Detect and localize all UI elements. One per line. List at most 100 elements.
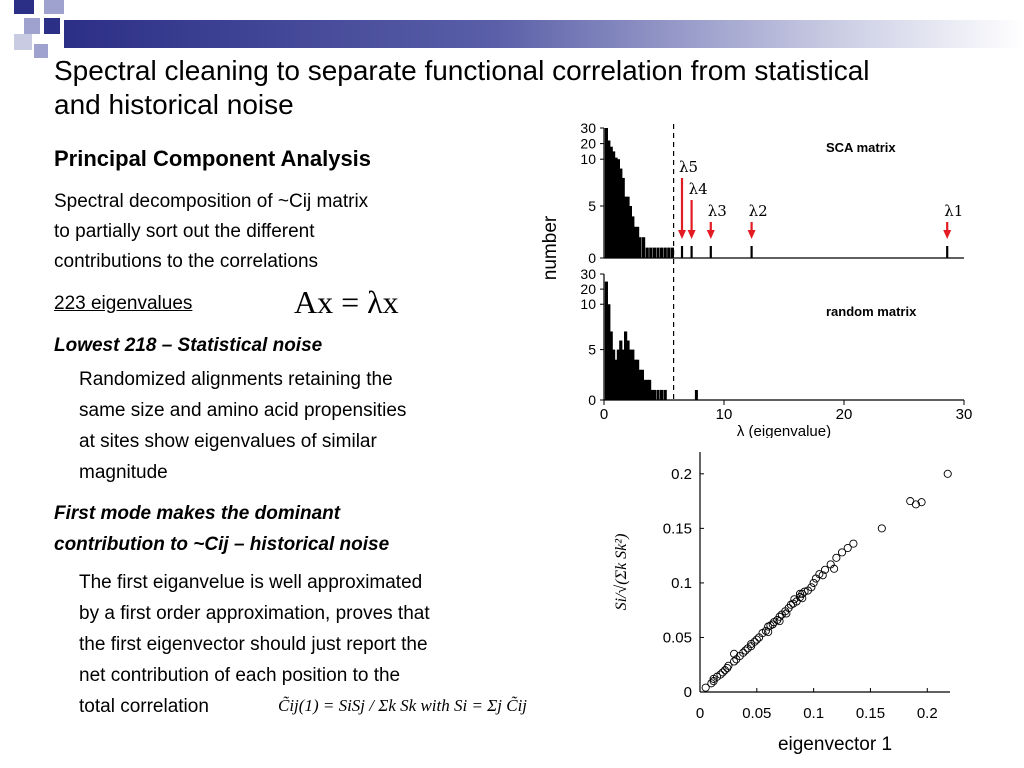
eigenvalue-label: λ4	[689, 180, 708, 198]
y-tick-label: 30	[580, 266, 596, 282]
scatter-point	[741, 646, 750, 655]
x-axis-label: eigenvector 1	[778, 734, 892, 755]
paragraph-line: The first eiganvelue is well approximate…	[79, 572, 423, 593]
scatter-point	[911, 500, 920, 509]
scatter-point	[818, 571, 827, 580]
histogram-bar	[640, 369, 644, 400]
scatter-point	[809, 578, 818, 587]
scatter-point	[830, 564, 839, 573]
histogram-bar	[609, 146, 613, 258]
y-tick-label: 0.2	[671, 466, 692, 483]
histogram-bar	[652, 247, 656, 258]
eigenvector-scatter: 0 0.05 0.1 0.15 0.2 0 0.05 0.1 0.15 0.2 eigenvecto…	[613, 452, 952, 755]
histogram-bar	[645, 247, 649, 258]
histogram-bar	[621, 349, 625, 400]
eigenvalue-label: λ2	[749, 202, 768, 220]
scatter-point	[723, 663, 732, 673]
histogram-bar	[628, 349, 632, 400]
histogram-bar	[633, 359, 637, 400]
paragraph-line: to partially sort out the different	[54, 221, 315, 242]
y-tick-label: 0	[588, 392, 596, 408]
scatter-point	[775, 617, 784, 626]
approximation-equation: C̃ij(1) = SiSj / Σk Sk with Si = Σj C̃ij	[278, 696, 528, 715]
y-tick-label: 10	[580, 296, 596, 312]
y-tick-label: 30	[580, 120, 596, 136]
eigenvalue-arrowhead	[943, 230, 952, 239]
scatter-point	[724, 661, 733, 670]
scatter-point	[849, 539, 858, 548]
scatter-point	[815, 570, 824, 579]
deco-square	[44, 0, 64, 14]
scatter-point	[701, 683, 710, 692]
eigenvalue-arrowhead	[687, 230, 696, 239]
deco-square	[14, 0, 34, 14]
scatter-point	[877, 524, 886, 533]
histogram-bar	[648, 379, 652, 400]
scatter-point	[795, 589, 805, 598]
scatter-point	[837, 548, 847, 557]
histogram-bar	[636, 359, 640, 400]
histogram-bar	[667, 247, 671, 258]
paragraph-line: at sites show eigenvalues of similar	[79, 431, 377, 452]
y-tick-label: 0	[588, 250, 596, 266]
x-tick-label: 10	[716, 406, 733, 423]
histogram-bar	[642, 237, 646, 258]
x-tick-label: 0.2	[917, 705, 938, 722]
eigenvalue-arrowhead	[747, 230, 756, 239]
y-tick-label: 5	[588, 198, 596, 214]
histogram-bar	[614, 157, 618, 258]
y-tick-label: 0.05	[663, 629, 692, 646]
scatter-point	[790, 595, 799, 604]
x-axis-label: λ (eigenvalue)	[737, 423, 831, 438]
scatter-point	[820, 565, 830, 574]
y-tick-label: 0.15	[663, 520, 692, 537]
histogram-bar	[626, 340, 630, 400]
histogram-bar	[619, 340, 623, 400]
scatter-point	[718, 668, 727, 677]
histogram-bar	[656, 247, 660, 258]
histogram-bar	[645, 379, 649, 400]
scatter-point	[764, 627, 773, 637]
paragraph-line: magnitude	[79, 462, 168, 483]
section-heading: Principal Component Analysis	[54, 146, 372, 171]
scatter-point	[716, 670, 725, 679]
x-tick-label: 0.15	[856, 705, 885, 722]
y-tick-label: 5	[588, 342, 596, 358]
histogram-bar	[643, 379, 647, 400]
scatter-point	[832, 553, 841, 562]
noise-heading: Lowest 218 – Statistical noise	[54, 335, 323, 356]
histogram-bar	[663, 247, 667, 258]
histogram-bar	[660, 247, 664, 258]
histogram-bar	[649, 247, 653, 258]
scatter-point	[807, 583, 816, 592]
paragraph-line: Spectral decomposition of ~Cij matrix	[54, 191, 369, 212]
slide-title: Spectral cleaning to separate functional…	[54, 55, 870, 120]
histogram-bar	[619, 168, 623, 258]
x-tick-label: 0.05	[742, 705, 771, 722]
eigenvalue-count: 223 eigenvalues	[54, 293, 193, 314]
histogram-bar	[663, 389, 667, 400]
scatter-point	[782, 609, 791, 618]
paragraph-line: net contribution of each position to the	[79, 665, 401, 686]
scatter-point	[707, 679, 716, 688]
y-axis-label: Si/√(Σk Sk²)	[613, 534, 630, 611]
eigen-equation: Ax = λx	[294, 284, 399, 320]
deco-square	[44, 18, 60, 34]
histogram-bar	[638, 237, 642, 258]
y-tick-label: 20	[580, 281, 596, 297]
histogram-bar	[616, 349, 620, 400]
scatter-point	[747, 642, 756, 651]
histogram-bar	[604, 281, 608, 400]
histogram-bar	[694, 390, 698, 400]
histogram-bar	[636, 226, 640, 258]
histogram-bar	[631, 216, 635, 258]
histogram-bar	[621, 177, 625, 258]
scatter-point	[768, 620, 777, 629]
scatter-point	[917, 498, 926, 507]
histogram-bar	[604, 128, 608, 258]
paragraph-line: total correlation	[79, 696, 209, 717]
x-tick-label: 20	[836, 406, 853, 423]
y-tick-label: 20	[580, 136, 596, 152]
title-bar	[64, 20, 1024, 48]
deco-square	[24, 18, 40, 34]
